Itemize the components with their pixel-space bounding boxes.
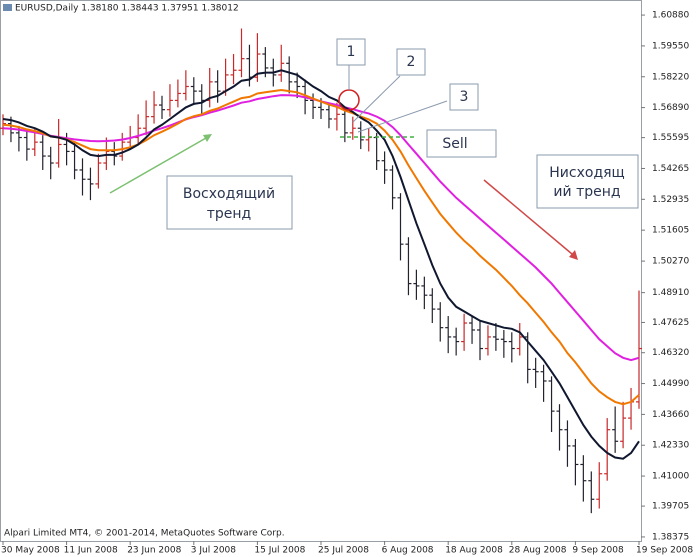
chart-title: EURUSD,Daily 1.38180 1.38443 1.37951 1.3… bbox=[15, 4, 239, 14]
y-tick-label: 1.56890 bbox=[652, 103, 689, 113]
y-tick-label: 1.44990 bbox=[652, 379, 689, 389]
moving-average bbox=[2, 69, 640, 460]
y-tick-label: 1.55595 bbox=[652, 133, 689, 143]
pointer-3 bbox=[357, 100, 448, 133]
marker-box bbox=[396, 48, 426, 76]
marker-label: 2 bbox=[407, 54, 416, 70]
sell-label: Sell bbox=[442, 136, 467, 152]
x-tick-label: 11 Jun 2008 bbox=[64, 546, 118, 556]
x-tick-label: 30 May 2008 bbox=[1, 546, 60, 556]
y-tick-label: 1.50270 bbox=[652, 257, 689, 267]
downtrend-label: Нисходящ bbox=[549, 165, 624, 181]
y-tick-label: 1.42330 bbox=[652, 441, 689, 451]
moving-average bbox=[2, 88, 640, 406]
plot-frame bbox=[0, 0, 642, 542]
sell-box bbox=[426, 129, 497, 158]
y-tick-label: 1.46320 bbox=[652, 348, 689, 358]
symbol-icon bbox=[3, 4, 12, 11]
x-tick-label: 9 Sep 2008 bbox=[572, 546, 624, 556]
x-tick-label: 19 Sep 2008 bbox=[636, 546, 693, 556]
marker-label: 3 bbox=[460, 89, 469, 105]
y-tick-label: 1.54265 bbox=[652, 164, 689, 174]
downtrend-box bbox=[536, 154, 639, 209]
marks: 1.60880 1.59550 1.58220 1.56890 1.55595 1.542… bbox=[0, 11, 693, 556]
x-tick-label: 23 Jun 2008 bbox=[127, 546, 181, 556]
marker-label: 1 bbox=[347, 44, 356, 60]
y-tick-label: 1.48910 bbox=[652, 288, 689, 298]
y-tick-label: 1.60880 bbox=[652, 11, 689, 21]
downtrend-label: ий тренд bbox=[553, 184, 620, 200]
y-tick-label: 1.41000 bbox=[652, 472, 689, 482]
y-tick-label: 1.51605 bbox=[652, 226, 689, 236]
annotations: 1 2 3 Sell Восходящий тренд Нисходящ ий … bbox=[109, 38, 639, 260]
y-tick-label: 1.43660 bbox=[652, 410, 689, 420]
uptrend-arrow bbox=[109, 137, 207, 194]
x-tick-label: 25 Jul 2008 bbox=[318, 546, 369, 556]
y-tick-label: 1.52935 bbox=[652, 195, 689, 205]
y-tick-label: 1.47625 bbox=[652, 318, 689, 328]
y-tick-label: 1.59550 bbox=[652, 41, 689, 51]
x-tick-label: 3 Jul 2008 bbox=[191, 546, 236, 556]
y-tick-label: 1.39705 bbox=[652, 502, 689, 512]
marker-box bbox=[336, 38, 366, 66]
y-tick-label: 1.38375 bbox=[652, 532, 689, 542]
uptrend-box bbox=[166, 175, 293, 230]
y-tick-label: 1.58220 bbox=[652, 72, 689, 82]
x-tick-label: 18 Aug 2008 bbox=[445, 546, 503, 556]
uptrend-label: Восходящий bbox=[183, 186, 275, 202]
marker-box bbox=[449, 83, 479, 111]
x-tick-label: 15 Jul 2008 bbox=[254, 546, 305, 556]
uptrend-label: тренд bbox=[207, 206, 252, 222]
uptrend-arrowhead bbox=[203, 134, 212, 142]
x-tick-label: 6 Aug 2008 bbox=[382, 546, 434, 556]
downtrend-arrow bbox=[483, 179, 573, 255]
downtrend-arrowhead bbox=[569, 250, 578, 260]
pointer-2 bbox=[352, 75, 401, 123]
x-tick-label: 28 Aug 2008 bbox=[509, 546, 567, 556]
footer: Alpari Limited MT4, © 2001-2014, MetaQuo… bbox=[4, 529, 285, 539]
